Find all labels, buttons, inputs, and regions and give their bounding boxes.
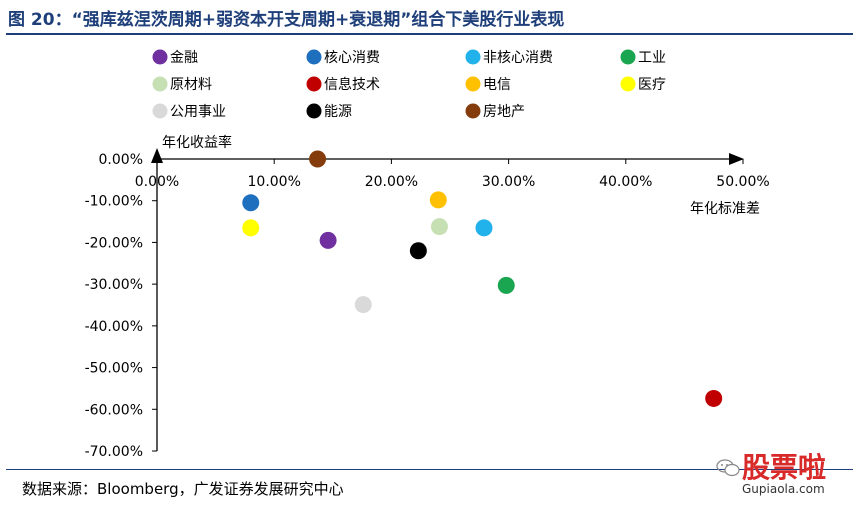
data-point <box>309 150 327 168</box>
legend-marker <box>306 49 322 65</box>
legend-label: 公用事业 <box>170 104 226 120</box>
y-tick-label: -70.00% <box>85 444 143 460</box>
y-tick-label: -40.00% <box>85 319 143 335</box>
chat-bubble-icon <box>716 459 740 477</box>
legend-marker <box>620 76 636 92</box>
legend-marker <box>620 49 636 65</box>
data-point <box>319 231 337 249</box>
x-tick-label: 10.00% <box>248 174 301 190</box>
x-tick-label: 40.00% <box>599 174 652 190</box>
x-axis-title: 年化标准差 <box>690 201 760 217</box>
source-divider <box>6 469 853 470</box>
data-point <box>354 296 372 314</box>
y-tick-label: -10.00% <box>85 194 143 210</box>
chart-axes: 0.00% -10.00% -20.00% -30.00% -40.00% -50.00%… <box>85 134 770 460</box>
watermark-logo-text: 股票啦 <box>742 451 827 484</box>
data-point <box>497 276 515 294</box>
y-tick-label: 0.00% <box>99 152 143 168</box>
x-tick-label: 0.00% <box>135 174 179 190</box>
data-point <box>705 389 723 407</box>
legend-marker <box>465 49 481 65</box>
x-tick-label: 30.00% <box>482 174 535 190</box>
legend-marker <box>152 49 168 65</box>
title-divider <box>6 33 853 35</box>
legend-marker <box>306 103 322 119</box>
chart-title: 图 20：“强库兹涅茨周期+弱资本开支周期+衰退期”组合下美股行业表现 <box>8 10 565 30</box>
legend-label: 金融 <box>170 50 198 66</box>
legend-label: 非核心消费 <box>483 50 553 66</box>
legend-label: 工业 <box>638 50 666 66</box>
y-tick-label: -60.00% <box>85 402 143 418</box>
legend-marker <box>465 76 481 92</box>
legend-marker <box>465 103 481 119</box>
data-point <box>430 218 448 236</box>
legend-label: 房地产 <box>483 104 525 120</box>
legend-label: 核心消费 <box>324 50 380 66</box>
data-point <box>475 219 493 237</box>
legend-marker <box>152 103 168 119</box>
data-point <box>242 219 260 237</box>
legend-label: 电信 <box>483 77 511 93</box>
x-tick-label: 50.00% <box>716 174 769 190</box>
x-axis-arrow <box>729 153 744 165</box>
y-tick-label: -30.00% <box>85 277 143 293</box>
data-point <box>242 194 260 212</box>
data-point <box>429 191 447 209</box>
legend-label: 信息技术 <box>324 76 380 93</box>
y-tick-label: -50.00% <box>85 361 143 377</box>
legend-label: 原材料 <box>170 77 212 93</box>
legend-marker <box>152 76 168 92</box>
watermark-url: Gupiaola.com <box>742 482 825 496</box>
legend-label: 能源 <box>324 104 352 120</box>
y-axis-title: 年化收益率 <box>162 134 232 151</box>
y-tick-label: -20.00% <box>85 235 143 251</box>
watermark: 股票啦 Gupiaola.com <box>712 444 857 504</box>
legend-label: 医疗 <box>638 77 666 93</box>
data-point <box>409 242 427 260</box>
data-points <box>242 150 723 407</box>
x-tick-label: 20.00% <box>365 174 418 190</box>
source-note: 数据来源：Bloomberg，广发证券发展研究中心 <box>22 480 344 498</box>
legend-marker <box>306 76 322 92</box>
